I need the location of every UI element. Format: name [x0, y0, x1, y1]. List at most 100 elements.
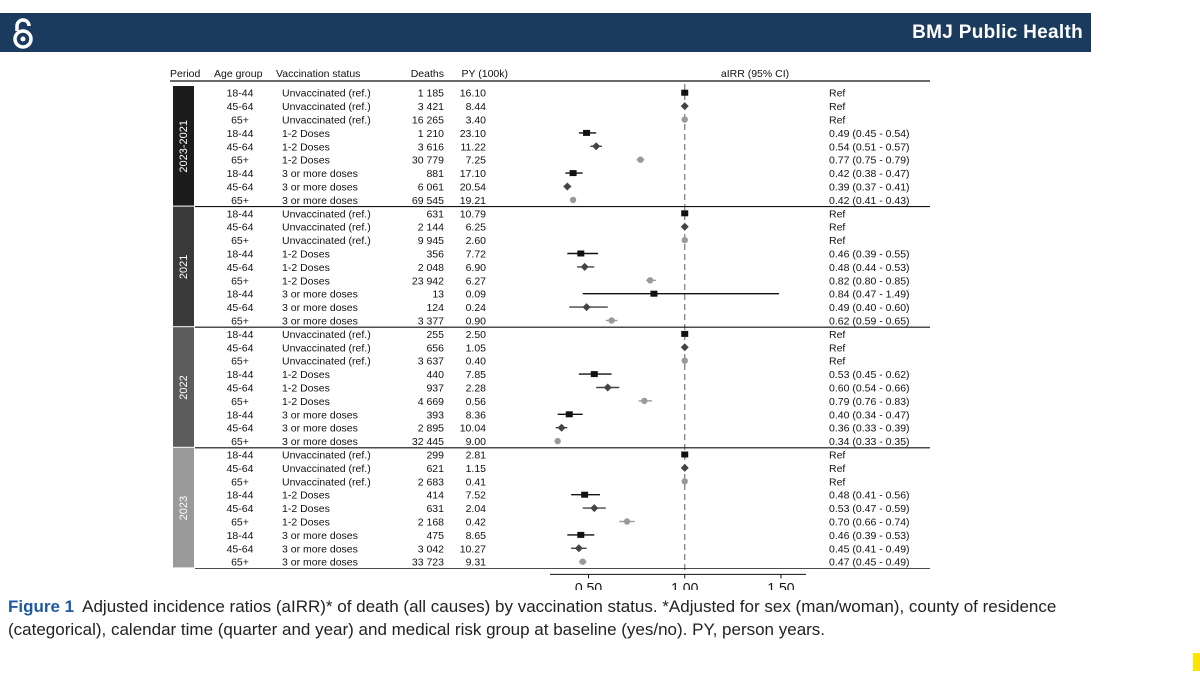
deaths-cell: 3 042: [418, 543, 444, 555]
x-tick-label: 0.50: [575, 579, 602, 590]
age-group-cell: 65+: [231, 195, 249, 207]
vaccination-status-cell: 1-2 Doses: [282, 249, 330, 261]
age-group-cell: 65+: [231, 517, 249, 529]
airr-ci-cell: 0.54 (0.51 - 0.57): [829, 141, 910, 153]
deaths-cell: 475: [426, 530, 444, 542]
py-cell: 2.50: [466, 329, 487, 341]
py-cell: 8.65: [466, 530, 487, 542]
vaccination-status-cell: Unvaccinated (ref.): [282, 222, 371, 234]
airr-ci-cell: 0.47 (0.45 - 0.49): [829, 557, 910, 569]
py-cell: 9.31: [466, 557, 487, 569]
deaths-cell: 3 616: [418, 141, 444, 153]
vaccination-status-cell: Unvaccinated (ref.): [282, 450, 371, 462]
point-estimate-circle: [681, 478, 688, 485]
point-estimate-diamond: [680, 102, 689, 111]
period-band: [173, 327, 194, 447]
vaccination-status-cell: Unvaccinated (ref.): [282, 476, 371, 488]
vaccination-status-cell: 3 or more doses: [282, 289, 358, 301]
figure-caption: Figure 1 Adjusted incidence ratios (aIRR)…: [8, 595, 1098, 641]
vaccination-status-cell: 1-2 Doses: [282, 490, 330, 502]
airr-ci-cell: Ref: [829, 356, 845, 368]
deaths-cell: 414: [426, 490, 444, 502]
period-label: 2021: [178, 255, 190, 279]
point-estimate-diamond: [680, 343, 689, 352]
period-label: 2023: [178, 496, 190, 520]
py-cell: 10.27: [460, 543, 486, 555]
airr-ci-cell: 0.60 (0.54 - 0.66): [829, 383, 910, 395]
vaccination-status-cell: 3 or more doses: [282, 543, 358, 555]
py-cell: 7.25: [466, 155, 487, 167]
point-estimate-square: [581, 491, 589, 498]
airr-ci-cell: 0.82 (0.80 - 0.85): [829, 275, 910, 287]
point-estimate-circle: [637, 156, 644, 163]
point-estimate-diamond: [603, 383, 612, 392]
airr-ci-cell: Ref: [829, 329, 845, 341]
py-cell: 2.60: [466, 235, 487, 247]
py-cell: 17.10: [460, 168, 486, 180]
airr-ci-cell: 0.53 (0.47 - 0.59): [829, 503, 910, 515]
py-cell: 20.54: [460, 182, 486, 194]
deaths-cell: 2 895: [418, 423, 444, 435]
airr-ci-cell: Ref: [829, 208, 845, 220]
airr-ci-cell: 0.42 (0.41 - 0.43): [829, 195, 910, 207]
journal-title: BMJ Public Health: [912, 22, 1083, 43]
point-estimate-diamond: [680, 463, 689, 472]
py-cell: 7.72: [466, 249, 487, 261]
age-group-cell: 18-44: [227, 128, 254, 140]
deaths-cell: 32 445: [412, 436, 444, 448]
age-group-cell: 18-44: [227, 369, 254, 381]
period-band: [173, 447, 194, 568]
deaths-cell: 3 637: [418, 356, 444, 368]
vaccination-status-cell: 3 or more doses: [282, 557, 358, 569]
deaths-cell: 393: [426, 409, 444, 421]
deaths-cell: 2 144: [418, 222, 444, 234]
open-access-icon: [13, 18, 33, 49]
vaccination-status-cell: 1-2 Doses: [282, 517, 330, 529]
forest-plot: Period Age group Vaccination status Deaths P…: [170, 68, 930, 590]
deaths-cell: 3 421: [418, 101, 444, 113]
point-estimate-square: [565, 411, 573, 418]
py-cell: 2.04: [466, 503, 487, 515]
point-estimate-circle: [681, 116, 688, 123]
vaccination-status-cell: 3 or more doses: [282, 182, 358, 194]
vaccination-status-cell: 3 or more doses: [282, 409, 358, 421]
airr-ci-cell: 0.79 (0.76 - 0.83): [829, 396, 910, 408]
py-cell: 7.85: [466, 369, 487, 381]
age-group-cell: 45-64: [227, 101, 254, 113]
age-group-cell: 18-44: [227, 168, 254, 180]
point-estimate-circle: [681, 357, 688, 364]
vaccination-status-cell: Unvaccinated (ref.): [282, 329, 371, 341]
deaths-cell: 4 669: [418, 396, 444, 408]
point-estimate-square: [681, 210, 689, 217]
py-cell: 2.81: [466, 450, 487, 462]
py-cell: 2.28: [466, 383, 487, 395]
point-estimate-circle: [646, 277, 654, 284]
deaths-cell: 299: [426, 450, 444, 462]
airr-ci-cell: Ref: [829, 115, 845, 127]
figure-label: Figure 1: [8, 597, 75, 616]
airr-ci-cell: 0.46 (0.39 - 0.55): [829, 249, 910, 261]
airr-ci-cell: 0.48 (0.44 - 0.53): [829, 262, 910, 274]
age-group-cell: 45-64: [227, 302, 254, 314]
header-py: PY (100k): [462, 68, 509, 80]
vaccination-status-cell: 3 or more doses: [282, 316, 358, 328]
header-airr: aIRR (95% CI): [721, 68, 789, 80]
airr-ci-cell: Ref: [829, 88, 845, 100]
point-estimate-square: [577, 531, 585, 538]
py-cell: 10.79: [460, 208, 486, 220]
deaths-cell: 9 945: [418, 235, 444, 247]
deaths-cell: 2 168: [418, 517, 444, 529]
point-estimate-diamond: [590, 504, 599, 513]
deaths-cell: 440: [426, 369, 444, 381]
airr-ci-cell: 0.48 (0.41 - 0.56): [829, 490, 910, 502]
point-estimate-square: [681, 330, 689, 337]
airr-ci-cell: Ref: [829, 342, 845, 354]
py-cell: 10.04: [460, 423, 486, 435]
deaths-cell: 33 723: [412, 557, 444, 569]
deaths-cell: 1 185: [418, 88, 444, 100]
vaccination-status-cell: 3 or more doses: [282, 530, 358, 542]
vaccination-status-cell: Unvaccinated (ref.): [282, 463, 371, 475]
airr-ci-cell: Ref: [829, 476, 845, 488]
deaths-cell: 621: [426, 463, 444, 475]
deaths-cell: 30 779: [412, 155, 444, 167]
